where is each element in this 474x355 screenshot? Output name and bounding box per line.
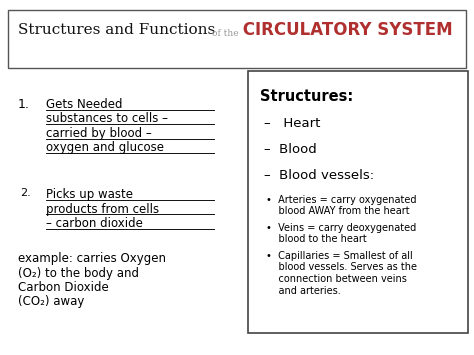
Text: example: carries Oxygen: example: carries Oxygen xyxy=(18,252,166,265)
Text: 1.: 1. xyxy=(18,98,30,111)
Text: Structures and Functions: Structures and Functions xyxy=(18,23,220,37)
Text: Picks up waste: Picks up waste xyxy=(46,188,133,201)
Text: CIRCULATORY SYSTEM: CIRCULATORY SYSTEM xyxy=(237,21,453,39)
Text: •  Arteries = carry oxygenated: • Arteries = carry oxygenated xyxy=(266,195,417,205)
Text: substances to cells –: substances to cells – xyxy=(46,113,168,126)
Text: •  Capillaries = Smallest of all: • Capillaries = Smallest of all xyxy=(266,251,413,261)
Text: Structures:: Structures: xyxy=(260,89,353,104)
Text: – carbon dioxide: – carbon dioxide xyxy=(46,217,143,230)
Text: –   Heart: – Heart xyxy=(264,117,320,130)
Bar xyxy=(8,10,466,68)
Text: (O₂) to the body and: (O₂) to the body and xyxy=(18,267,139,279)
Text: products from cells: products from cells xyxy=(46,202,159,215)
Text: carried by blood –: carried by blood – xyxy=(46,127,152,140)
Text: Gets Needed: Gets Needed xyxy=(46,98,122,111)
Text: blood to the heart: blood to the heart xyxy=(266,235,367,245)
Text: and arteries.: and arteries. xyxy=(266,285,341,295)
Text: connection between veins: connection between veins xyxy=(266,274,407,284)
Text: –  Blood vessels:: – Blood vessels: xyxy=(264,169,374,182)
Text: –  Blood: – Blood xyxy=(264,143,317,156)
Text: blood AWAY from the heart: blood AWAY from the heart xyxy=(266,207,410,217)
Bar xyxy=(248,71,468,333)
Text: •  Veins = carry deoxygenated: • Veins = carry deoxygenated xyxy=(266,223,416,233)
Text: oxygen and glucose: oxygen and glucose xyxy=(46,142,164,154)
Text: Carbon Dioxide: Carbon Dioxide xyxy=(18,281,109,294)
Text: blood vessels. Serves as the: blood vessels. Serves as the xyxy=(266,262,417,273)
Text: of the: of the xyxy=(212,28,238,38)
Text: (CO₂) away: (CO₂) away xyxy=(18,295,84,308)
Text: 2.: 2. xyxy=(20,188,31,198)
